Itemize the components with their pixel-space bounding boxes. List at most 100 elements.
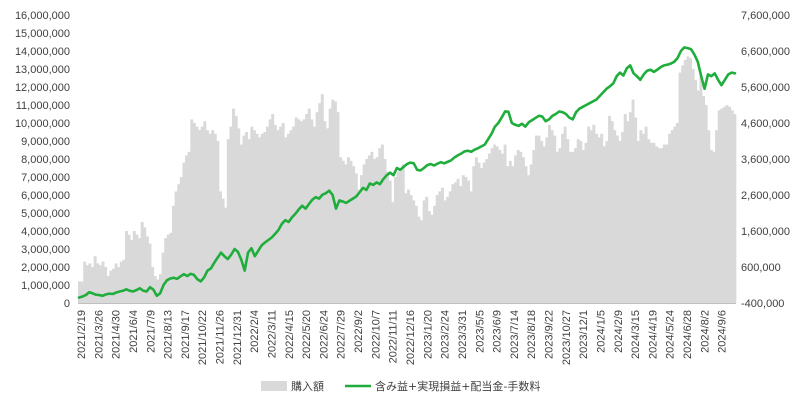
bar [187, 151, 191, 303]
bar [702, 96, 706, 303]
y-right-tick-label: 4,600,000 [741, 118, 790, 130]
bar [508, 160, 512, 303]
bar [464, 177, 468, 303]
bar [683, 60, 687, 303]
bar [506, 166, 510, 303]
y-right-tick-label: 2,600,000 [741, 190, 790, 202]
bar [487, 153, 491, 303]
bar [315, 112, 319, 303]
x-tick-label: 2024/1/5 [596, 310, 608, 353]
bar [555, 151, 559, 303]
bar [503, 144, 507, 303]
x-tick-label: 2022/12/16 [405, 310, 417, 365]
y-right-tick-label: 7,600,000 [741, 10, 790, 22]
y-left-tick-label: 7,000,000 [21, 172, 70, 184]
y-right-tick-label: 6,600,000 [741, 46, 790, 58]
bar [655, 146, 659, 303]
bar [125, 231, 128, 303]
x-tick-label: 2022/7/29 [336, 310, 348, 359]
bar [117, 267, 121, 303]
bar [581, 150, 585, 303]
bar [420, 220, 424, 303]
bar [409, 195, 413, 303]
bar [422, 200, 426, 303]
bar [245, 132, 249, 303]
bar [597, 137, 601, 303]
bar [435, 195, 439, 303]
bar [98, 265, 102, 303]
bar [571, 151, 575, 303]
x-tick-label: 2022/5/20 [301, 310, 313, 359]
bar [106, 276, 110, 303]
y-left-tick-label: 2,000,000 [21, 262, 70, 274]
bar [493, 144, 497, 303]
y-right-tick-label: 3,600,000 [741, 154, 790, 166]
y-left-tick-label: 12,000,000 [15, 82, 70, 94]
bar [323, 121, 327, 303]
bar [694, 79, 698, 303]
x-tick-label: 2021/12/31 [232, 310, 244, 365]
bar [584, 142, 588, 303]
bar [104, 267, 108, 303]
bar [380, 144, 384, 303]
x-tick-label: 2022/2/4 [249, 310, 261, 353]
bar [346, 157, 350, 303]
bar [592, 124, 596, 303]
bar [226, 139, 230, 303]
bar [537, 135, 541, 303]
bar [414, 205, 418, 303]
bar [399, 168, 403, 303]
x-tick-label: 2022/11/11 [388, 310, 400, 363]
bar [190, 119, 194, 304]
x-tick-label: 2024/6/28 [682, 310, 694, 359]
bar [344, 164, 348, 303]
x-tick-label: 2022/3/11 [267, 310, 279, 358]
bar [229, 126, 233, 303]
bar [182, 162, 186, 303]
bar [156, 279, 160, 303]
y-left-tick-label: 1,000,000 [21, 280, 70, 292]
bar [252, 130, 256, 303]
bar [644, 126, 648, 303]
bar [299, 121, 303, 303]
bar [448, 191, 452, 303]
bar [587, 126, 591, 303]
bar [93, 256, 97, 303]
bar [203, 121, 207, 303]
bar [678, 72, 682, 303]
bar [689, 58, 692, 304]
bar [119, 261, 123, 303]
bar [140, 222, 144, 303]
x-tick-label: 2021/7/9 [145, 310, 157, 353]
bar [558, 148, 562, 303]
legend-label-bar: 購入額 [291, 379, 324, 393]
y-right-tick-label: 600,000 [741, 262, 781, 274]
y-left-tick-label: 0 [64, 298, 70, 310]
bar [310, 119, 314, 304]
bar [446, 196, 450, 303]
bar [649, 142, 653, 303]
bar [699, 74, 703, 304]
bar [639, 130, 643, 303]
y-left-tick-label: 11,000,000 [16, 100, 70, 112]
bar [670, 130, 674, 303]
bar [365, 159, 369, 303]
bar [101, 261, 105, 303]
bar [715, 130, 719, 303]
bar [391, 202, 395, 303]
bar [302, 119, 306, 304]
x-tick-label: 2021/8/13 [163, 310, 175, 359]
bar [647, 139, 651, 303]
x-tick-label: 2024/8/2 [699, 310, 711, 353]
bar [172, 205, 175, 303]
bar [373, 159, 377, 303]
x-tick-label: 2023/6/9 [492, 310, 504, 353]
bar [273, 124, 277, 303]
bar [636, 141, 640, 303]
bar [704, 105, 708, 303]
bar [286, 133, 290, 303]
bar [132, 231, 136, 303]
y-right-tick-label: 5,600,000 [741, 82, 790, 94]
legend-label-line: 含み益+実現損益+配当金-手数料 [375, 379, 540, 393]
